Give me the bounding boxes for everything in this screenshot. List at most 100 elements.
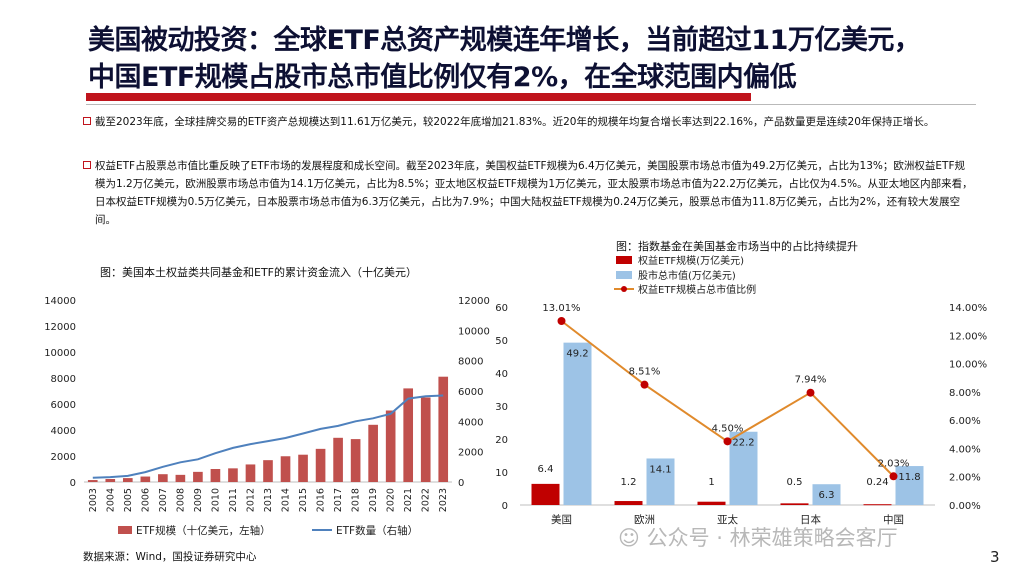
y-left-tick-label: 0 — [70, 478, 76, 489]
x-tick-label: 2007 — [158, 488, 169, 512]
legend-swatch-bar — [616, 256, 632, 264]
equity-etf-bar — [614, 501, 643, 505]
market-cap-bar — [646, 458, 675, 505]
y-right-tick-label: 4000 — [458, 417, 483, 428]
etf-size-bar — [158, 474, 168, 482]
etf-size-bar — [368, 424, 378, 482]
x-tick-label: 2003 — [88, 488, 99, 512]
y-right-tick-label: 6000 — [458, 387, 483, 398]
x-tick-label: 2018 — [351, 488, 362, 512]
y-right-tick-label: 6.00% — [949, 416, 981, 427]
ratio-point — [889, 472, 898, 481]
equity-etf-bar — [697, 501, 726, 505]
legend-swatch-bar — [118, 526, 132, 534]
wechat-watermark: ☺ 公众号 · 林荣雄策略会客厅 — [618, 522, 898, 552]
etf-size-bar — [245, 464, 256, 482]
y-left-tick-label: 6000 — [51, 400, 76, 411]
x-tick-label: 2014 — [281, 488, 292, 512]
y-left-tick-label: 10 — [495, 468, 508, 479]
y-right-tick-label: 8000 — [458, 357, 483, 368]
etf-count-line — [92, 394, 444, 479]
bullet-item: 截至2023年底，全球挂牌交易的ETF资产总规模达到11.61万亿美元，较202… — [83, 113, 975, 131]
etf-size-bar — [420, 397, 431, 482]
market-cap-bar — [895, 466, 924, 505]
y-right-tick-label: 12.00% — [949, 331, 987, 342]
chart-caption-left: 图：美国本土权益类共同基金和ETF的累计资金流入（十亿美元） — [100, 266, 417, 279]
y-right-tick-label: 0.00% — [949, 501, 981, 512]
y-right-tick-label: 10000 — [458, 326, 490, 337]
y-right-tick-label: 14.00% — [949, 303, 987, 314]
legend-label: 股市总市值(万亿美元) — [638, 269, 736, 282]
etf-size-bar — [333, 437, 343, 482]
legend-label: 权益ETF规模占总市值比例 — [638, 283, 756, 296]
x-tick-label: 欧洲 — [634, 514, 655, 526]
wechat-icon: ☺ — [618, 526, 640, 550]
etf-size-bar — [140, 476, 151, 482]
x-tick-label: 2004 — [105, 488, 116, 512]
equity-etf-bar — [531, 483, 560, 505]
ratio-point — [557, 317, 566, 326]
y-left-tick-label: 50 — [495, 336, 508, 347]
etf-size-bar — [438, 376, 449, 482]
chart-etf-market-cap-ratio: 01020304050600.00%2.00%4.00%6.00%8.00%10… — [495, 254, 987, 526]
legend-label: 权益ETF规模(万亿美元) — [638, 254, 744, 267]
market-cap-bar — [563, 342, 592, 505]
etf-size-bar — [210, 469, 221, 482]
y-right-tick-label: 2.00% — [949, 473, 981, 484]
etf-size-bar — [122, 478, 133, 482]
y-right-tick-label: 8.00% — [949, 388, 981, 399]
y-right-tick-label: 0 — [458, 478, 464, 489]
page-number: 3 — [990, 548, 1000, 566]
etf-size-bar — [193, 471, 203, 482]
y-right-tick-label: 4.00% — [949, 444, 981, 455]
bullet-text: 权益ETF占股票总市值比重反映了ETF市场的发展程度和成长空间。截至2023年底… — [95, 160, 973, 226]
etf-size-bar — [280, 456, 291, 482]
divider — [86, 104, 976, 105]
legend-label: ETF数量（右轴） — [336, 524, 418, 537]
checkbox-bullet-icon — [83, 117, 91, 125]
y-left-tick-label: 14000 — [44, 296, 76, 307]
x-tick-label: 2019 — [368, 488, 379, 512]
etf-size-bar — [263, 460, 273, 482]
y-left-tick-label: 8000 — [51, 374, 76, 385]
x-tick-label: 美国 — [551, 513, 572, 526]
legend-label: ETF规模（十亿美元，左轴） — [136, 524, 271, 537]
y-left-tick-label: 12000 — [44, 322, 76, 333]
ratio-point — [723, 437, 732, 446]
market-cap-bar — [812, 484, 841, 505]
y-left-tick-label: 4000 — [51, 426, 76, 437]
equity-etf-bar — [863, 504, 892, 506]
x-tick-label: 2015 — [298, 488, 309, 512]
bullet-item: 权益ETF占股票总市值比重反映了ETF市场的发展程度和成长空间。截至2023年底… — [83, 157, 975, 229]
x-tick-label: 2009 — [193, 488, 204, 512]
x-tick-label: 2008 — [175, 488, 186, 512]
ratio-data-label: 7.94% — [795, 375, 827, 386]
ratio-line — [560, 320, 895, 478]
y-right-tick-label: 2000 — [458, 448, 483, 459]
x-tick-label: 2017 — [333, 488, 344, 512]
x-tick-label: 2021 — [403, 488, 414, 512]
title-accent-bar — [86, 93, 751, 101]
y-right-tick-label: 12000 — [458, 296, 490, 307]
chart-etf-fund-flows: 0 2000 4000 6000 8000 10000 12000 14000 0 2000 400… — [44, 296, 490, 537]
x-tick-label: 2022 — [421, 488, 432, 512]
x-tick-label: 2013 — [263, 488, 274, 512]
legend-swatch-marker — [621, 286, 627, 292]
market-cap-data-label: 49.2 — [566, 349, 588, 360]
x-tick-label: 2011 — [228, 488, 239, 512]
ratio-point — [640, 380, 649, 389]
watermark-text: 公众号 · 林荣雄策略会客厅 — [646, 526, 898, 550]
y-left-tick-label: 40 — [495, 369, 508, 380]
equity-etf-data-label: 1 — [708, 477, 714, 488]
market-cap-data-label: 6.3 — [819, 490, 835, 501]
market-cap-bar — [729, 431, 758, 505]
ratio-data-label: 4.50% — [712, 423, 744, 434]
market-cap-data-label: 22.2 — [732, 438, 754, 449]
x-tick-label: 日本 — [800, 513, 821, 526]
etf-size-bar — [228, 468, 238, 482]
ratio-data-label: 8.51% — [629, 367, 661, 378]
slide-title-line1: 美国被动投资：全球ETF总资产规模连年增长，当前超过11万亿美元， — [88, 25, 921, 56]
etf-size-bar — [298, 454, 308, 482]
data-source-note: 数据来源：Wind，国投证券研究中心 — [83, 551, 257, 563]
ratio-data-label: 13.01% — [542, 303, 580, 314]
